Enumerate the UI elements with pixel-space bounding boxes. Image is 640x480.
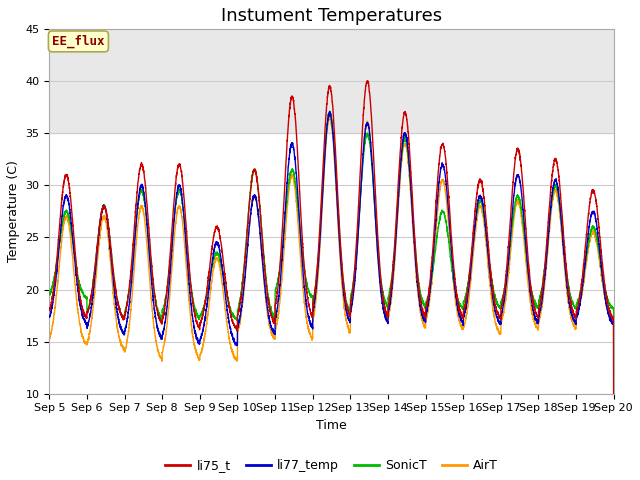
li77_temp <box>45 314 53 320</box>
SonicT <box>580 269 588 275</box>
SonicT <box>45 290 53 296</box>
Line: SonicT: SonicT <box>49 111 614 480</box>
AirT <box>326 114 333 120</box>
li77_temp <box>262 290 269 296</box>
Line: AirT: AirT <box>49 117 614 480</box>
AirT <box>556 204 563 209</box>
AirT <box>45 335 53 341</box>
AirT <box>262 294 269 300</box>
li75_t <box>580 260 588 265</box>
Legend: li75_t, li77_temp, SonicT, AirT: li75_t, li77_temp, SonicT, AirT <box>160 455 503 478</box>
li77_temp <box>580 272 588 278</box>
Bar <box>49 29 614 133</box>
li75_t <box>45 307 53 312</box>
li75_t <box>556 176 563 181</box>
SonicT <box>262 270 269 276</box>
li77_temp <box>113 306 121 312</box>
li77_temp <box>556 195 563 201</box>
li77_temp <box>558 223 566 228</box>
SonicT <box>113 296 121 302</box>
li77_temp <box>326 108 333 114</box>
AirT <box>580 277 588 283</box>
Title: Instument Temperatures: Instument Temperatures <box>221 7 442 25</box>
AirT <box>558 231 566 237</box>
Text: EE_flux: EE_flux <box>52 35 105 48</box>
li75_t <box>399 120 406 126</box>
li77_temp <box>399 139 406 144</box>
Line: li77_temp: li77_temp <box>49 111 614 480</box>
SonicT <box>556 196 563 202</box>
SonicT <box>326 108 333 114</box>
SonicT <box>558 222 566 228</box>
li75_t <box>113 295 121 300</box>
X-axis label: Time: Time <box>316 419 347 432</box>
li75_t <box>364 78 371 84</box>
SonicT <box>399 143 406 148</box>
li75_t <box>262 276 269 281</box>
Y-axis label: Temperature (C): Temperature (C) <box>7 160 20 263</box>
li75_t <box>558 207 566 213</box>
AirT <box>113 323 121 329</box>
AirT <box>399 150 406 156</box>
Line: li75_t: li75_t <box>49 81 614 480</box>
